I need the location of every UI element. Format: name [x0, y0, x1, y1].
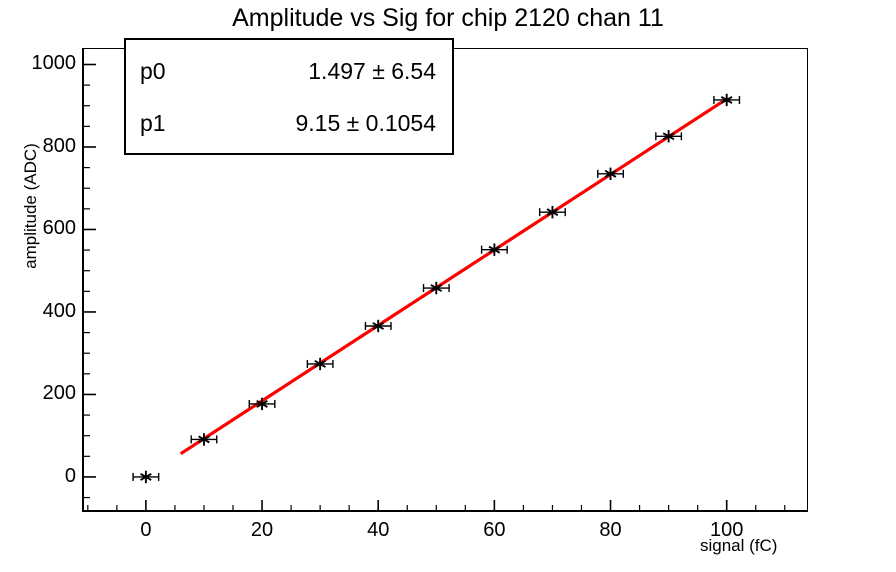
data-point [190, 433, 218, 446]
fit-param-row: p1 9.15 ± 0.1054 [126, 98, 452, 148]
y-tick-label: 0 [64, 464, 76, 487]
fit-statistics-box: p0 1.497 ± 6.54 p1 9.15 ± 0.1054 [124, 38, 454, 155]
x-tick-label: 100 [710, 519, 744, 541]
x-tick-label: 20 [250, 519, 274, 541]
y-tick-label: 600 [42, 217, 76, 240]
fit-param-row: p0 1.497 ± 6.54 [126, 46, 452, 96]
data-point [364, 319, 392, 333]
data-point [597, 167, 625, 180]
data-point [132, 470, 160, 484]
data-points-group [132, 93, 741, 484]
y-tick-label: 1000 [31, 52, 77, 75]
x-axis-title: signal (fC) [700, 536, 778, 555]
data-point [713, 93, 741, 107]
asterisk-marker-icon [372, 322, 385, 330]
data-point [306, 357, 334, 371]
asterisk-marker-icon [546, 208, 559, 217]
y-tick-label: 800 [42, 134, 76, 157]
data-point [248, 397, 276, 411]
y-tick-label: 200 [42, 382, 76, 405]
x-tick-label: 40 [367, 519, 390, 541]
x-tick-label: 80 [599, 519, 622, 541]
fit-param-name: p1 [140, 110, 166, 136]
fit-param-value: 9.15 ± 0.1054 [295, 110, 436, 136]
asterisk-marker-icon [430, 284, 443, 292]
x-tick-label: 0 [140, 519, 152, 541]
asterisk-marker-icon [604, 169, 617, 178]
asterisk-marker-icon [720, 96, 733, 104]
fit-line [179, 97, 728, 456]
data-point [538, 205, 566, 219]
data-point [655, 130, 683, 143]
data-point [422, 281, 450, 295]
y-axis-title: amplitude (ADC) [21, 143, 40, 269]
asterisk-marker-icon [198, 435, 210, 444]
asterisk-marker-icon [314, 360, 326, 368]
data-point [480, 243, 508, 256]
asterisk-marker-icon [662, 132, 675, 141]
fit-param-value: 1.497 ± 6.54 [308, 58, 436, 84]
y-tick-label: 400 [42, 299, 76, 322]
x-tick-label: 60 [483, 519, 506, 541]
asterisk-marker-icon [140, 473, 152, 481]
asterisk-marker-icon [256, 400, 268, 408]
chart-title: Amplitude vs Sig for chip 2120 chan 11 [232, 4, 664, 32]
fit-param-name: p0 [140, 58, 166, 84]
asterisk-marker-icon [488, 245, 501, 254]
